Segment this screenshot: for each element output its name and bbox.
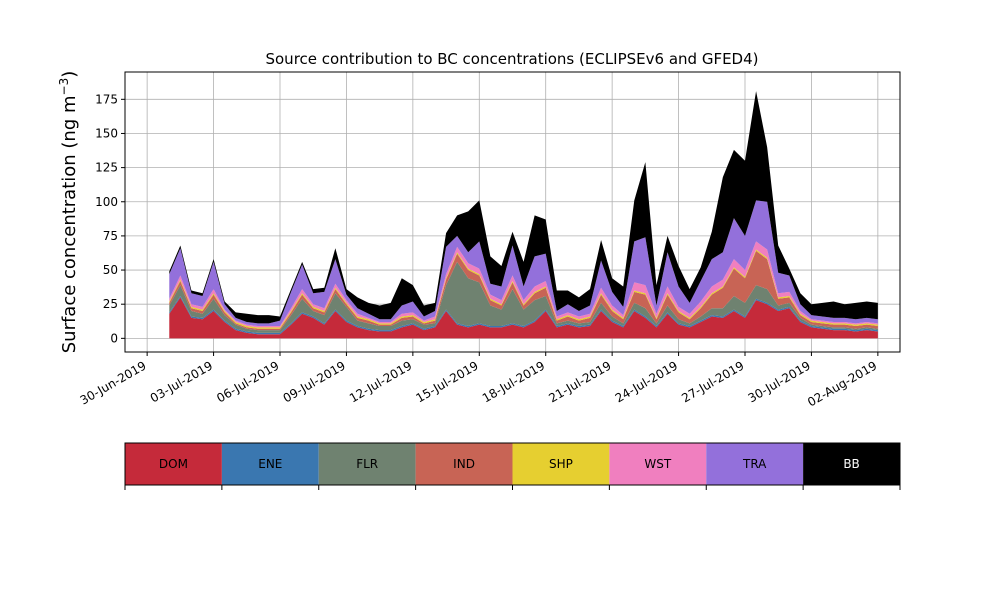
y-tick-label: 75: [103, 229, 118, 243]
y-tick-label: 150: [95, 126, 118, 140]
legend-swatch-ene: [221, 443, 319, 485]
y-tick-label: 25: [103, 297, 118, 311]
legend-swatch-shp: [512, 443, 610, 485]
area-series-tra: [169, 200, 878, 327]
y-axis-label-exponent: −3: [57, 78, 71, 96]
y-axis-label-close: ): [59, 71, 80, 78]
y-tick-label: 100: [95, 195, 118, 209]
area-series-flr: [169, 261, 878, 333]
legend-label: FLR: [356, 457, 378, 471]
legend-label: IND: [453, 457, 475, 471]
plot-frame: [124, 71, 901, 353]
area-series-ene: [169, 296, 878, 335]
y-axis-label-main: Surface concentration (ng m: [59, 95, 80, 353]
area-series-dom: [169, 297, 878, 339]
area-series-bb: [169, 91, 878, 324]
legend-swatch-dom: [125, 443, 222, 485]
legend-swatch-flr: [318, 443, 416, 485]
stacked-areas: [169, 91, 878, 339]
y-axis-label: Surface concentration (ng m−3): [57, 71, 80, 354]
colorbar-legend: DOM ENE FLR IND SHP WST TRA BB: [124, 442, 901, 490]
y-tick-label: 50: [103, 263, 118, 277]
legend-label: WST: [644, 457, 671, 471]
legend-label: BB: [843, 457, 859, 471]
legend-label: TRA: [742, 457, 767, 471]
area-series-wst: [169, 241, 878, 328]
legend-swatch-wst: [609, 443, 707, 485]
legend-swatch-tra: [706, 443, 804, 485]
legend-swatch-ind: [415, 443, 513, 485]
legend-label: ENE: [258, 457, 282, 471]
legend-swatch-bb: [803, 443, 900, 485]
y-tick-label: 175: [95, 92, 118, 106]
y-tick-label: 0: [110, 331, 118, 345]
area-series-ind: [169, 250, 878, 331]
y-axis-ticks: 0 25 50 75 100 125 150 175: [95, 92, 125, 345]
y-tick-label: 125: [95, 161, 118, 175]
legend-label: DOM: [159, 457, 188, 471]
legend-label: SHP: [549, 457, 573, 471]
chart-title: Source contribution to BC concentrations…: [265, 50, 758, 68]
